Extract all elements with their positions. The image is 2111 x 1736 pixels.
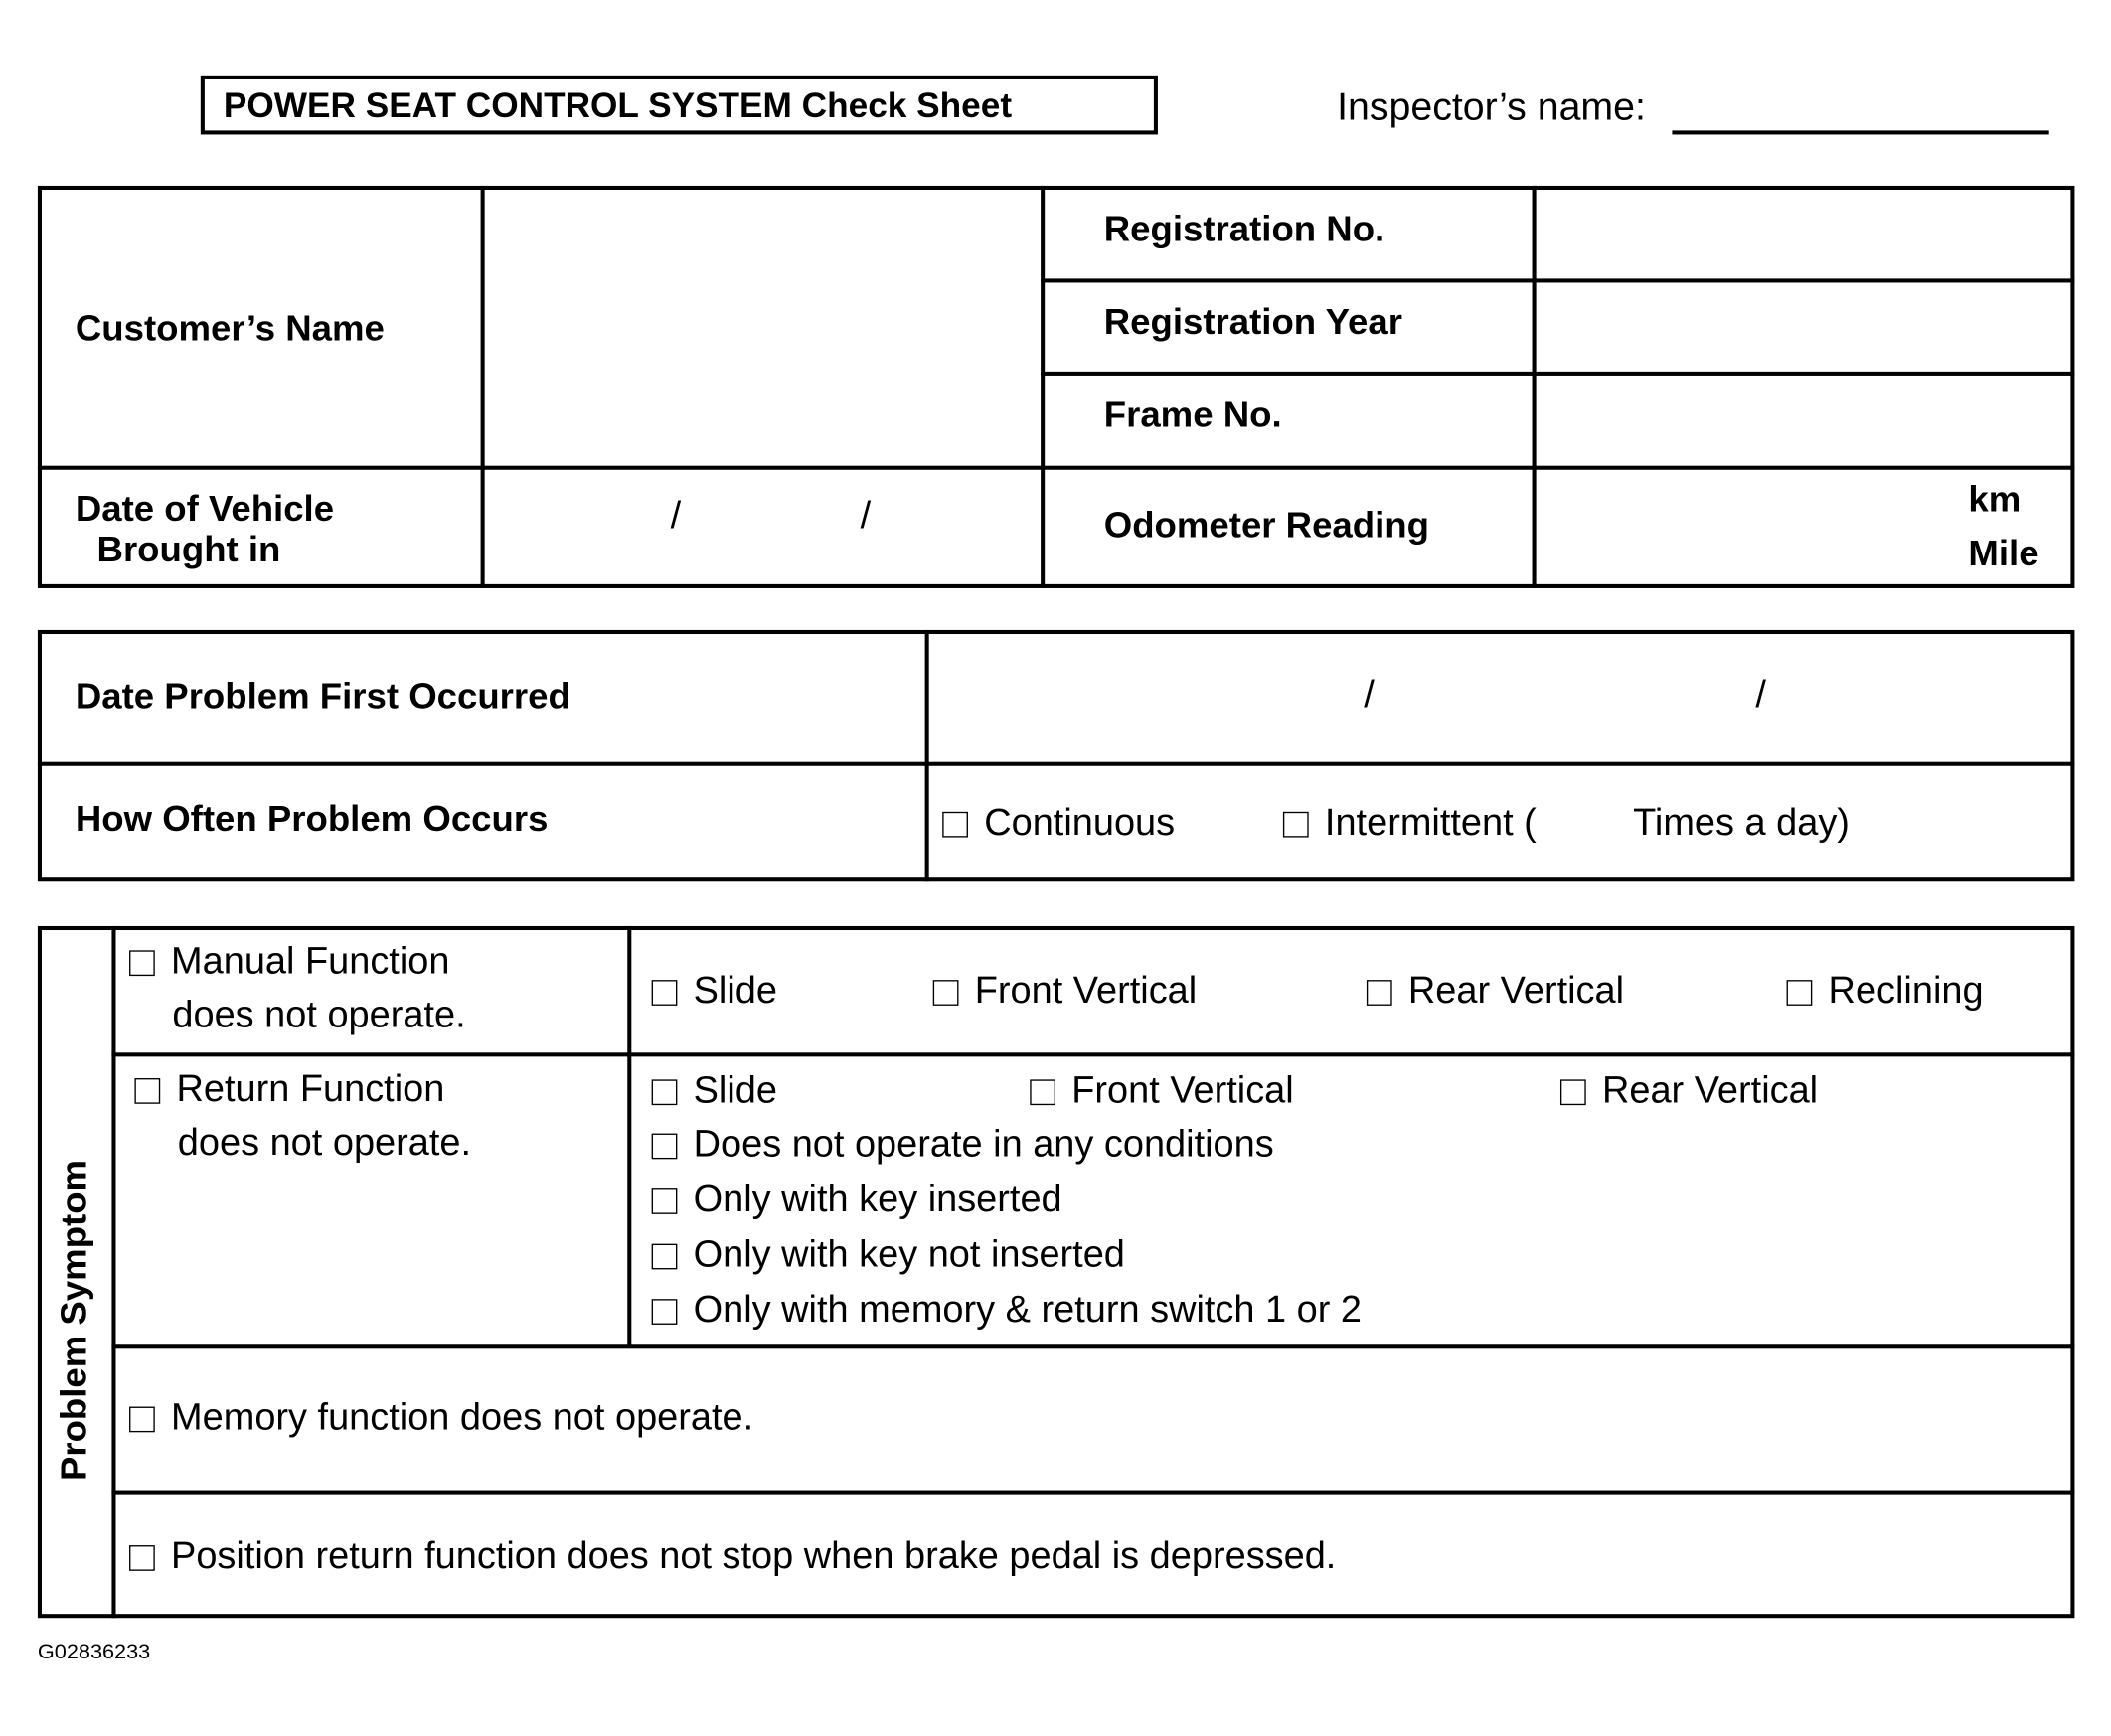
customer-name-field[interactable] bbox=[487, 193, 1037, 462]
date-separator: / bbox=[670, 494, 682, 537]
option-label: Rear Vertical bbox=[1601, 1068, 1819, 1111]
problem-symptom-table bbox=[37, 925, 2075, 1619]
option-label: Memory function does not operate. bbox=[171, 1395, 754, 1438]
date-first-label: Date Problem First Occurred bbox=[75, 676, 570, 716]
checkbox[interactable] bbox=[651, 1243, 678, 1270]
frame-no-field[interactable] bbox=[1539, 379, 2067, 462]
return-function-option[interactable]: Return Function bbox=[134, 1067, 444, 1110]
return-slide-option[interactable]: Slide bbox=[651, 1068, 777, 1112]
checkbox[interactable] bbox=[651, 1079, 678, 1106]
vehicle-info-table bbox=[37, 185, 2075, 588]
option-label: Only with memory & return switch 1 or 2 bbox=[693, 1288, 1363, 1331]
condition-key-inserted-option[interactable]: Only with key inserted bbox=[651, 1178, 1062, 1220]
option-label: Slide bbox=[693, 969, 777, 1012]
inspector-name-field[interactable] bbox=[1672, 130, 2049, 135]
problem-symptom-label: Problem Symptom bbox=[54, 1159, 94, 1482]
condition-key-not-inserted-option[interactable]: Only with key not inserted bbox=[651, 1232, 1125, 1276]
divider bbox=[1532, 185, 1537, 588]
option-label: Only with key not inserted bbox=[693, 1232, 1125, 1275]
option-label: Rear Vertical bbox=[1407, 969, 1625, 1012]
registration-year-field[interactable] bbox=[1539, 285, 2067, 369]
registration-year-label: Registration Year bbox=[1103, 301, 1402, 343]
problem-occurrence-table bbox=[37, 629, 2075, 882]
checkbox[interactable] bbox=[129, 1406, 155, 1433]
condition-memory-switch-option[interactable]: Only with memory & return switch 1 or 2 bbox=[651, 1288, 1363, 1331]
checkbox[interactable] bbox=[129, 950, 155, 977]
checkbox[interactable] bbox=[651, 1133, 678, 1160]
return-rear-vertical-option[interactable]: Rear Vertical bbox=[1559, 1068, 1819, 1112]
page-title: POWER SEAT CONTROL SYSTEM Check Sheet bbox=[200, 75, 1158, 135]
divider bbox=[111, 1052, 2075, 1057]
unit-km: km bbox=[1968, 479, 2022, 520]
manual-function-label-2: does not operate. bbox=[172, 993, 466, 1035]
return-front-vertical-option[interactable]: Front Vertical bbox=[1030, 1068, 1294, 1112]
option-label: Only with key inserted bbox=[693, 1178, 1062, 1220]
option-label: Position return function does not stop w… bbox=[171, 1534, 1337, 1577]
manual-front-vertical-option[interactable]: Front Vertical bbox=[932, 969, 1198, 1012]
customer-name-label: Customer’s Name bbox=[75, 308, 385, 349]
checkbox[interactable] bbox=[651, 1188, 678, 1214]
checkbox[interactable] bbox=[651, 980, 678, 1006]
option-label: Intermittent ( bbox=[1324, 800, 1537, 843]
checkbox[interactable] bbox=[651, 1299, 678, 1325]
divider bbox=[1041, 278, 2075, 283]
divider bbox=[111, 1490, 2075, 1495]
memory-function-option[interactable]: Memory function does not operate. bbox=[129, 1396, 753, 1439]
date-brought-label-1: Date of Vehicle bbox=[75, 488, 335, 530]
divider bbox=[111, 1344, 2075, 1349]
registration-no-label: Registration No. bbox=[1103, 208, 1385, 249]
option-label: Continuous bbox=[984, 800, 1176, 843]
condition-any-option[interactable]: Does not operate in any conditions bbox=[651, 1122, 1274, 1166]
checkbox[interactable] bbox=[1030, 1079, 1056, 1106]
times-a-day-label: Times a day) bbox=[1633, 800, 1850, 843]
unit-mile: Mile bbox=[1968, 533, 2039, 574]
divider bbox=[627, 925, 632, 1347]
option-label: Return Function bbox=[176, 1067, 445, 1110]
divider bbox=[924, 629, 929, 882]
figure-id: G02836233 bbox=[37, 1641, 151, 1664]
manual-rear-vertical-option[interactable]: Rear Vertical bbox=[1366, 969, 1625, 1012]
odometer-label: Odometer Reading bbox=[1103, 504, 1429, 546]
date-separator: / bbox=[860, 494, 872, 537]
date-separator: / bbox=[1364, 673, 1375, 715]
checkbox[interactable] bbox=[932, 980, 959, 1006]
intermittent-option[interactable]: Intermittent ( bbox=[1282, 800, 1537, 844]
manual-function-option[interactable]: Manual Function bbox=[129, 940, 449, 983]
option-label: Slide bbox=[693, 1068, 777, 1111]
how-often-label: How Often Problem Occurs bbox=[75, 798, 549, 839]
option-label: Front Vertical bbox=[974, 969, 1198, 1012]
checkbox[interactable] bbox=[1282, 811, 1309, 838]
continuous-option[interactable]: Continuous bbox=[942, 801, 1175, 844]
position-return-option[interactable]: Position return function does not stop w… bbox=[129, 1534, 1336, 1577]
divider bbox=[1041, 185, 1046, 588]
option-label: Reclining bbox=[1828, 969, 1984, 1012]
registration-no-field[interactable] bbox=[1539, 193, 2067, 276]
divider bbox=[480, 185, 485, 588]
divider bbox=[1041, 371, 2075, 376]
divider bbox=[37, 465, 2075, 470]
manual-slide-option[interactable]: Slide bbox=[651, 969, 777, 1012]
checkbox[interactable] bbox=[1366, 980, 1392, 1006]
option-label: Front Vertical bbox=[1071, 1068, 1294, 1111]
frame-no-label: Frame No. bbox=[1103, 394, 1282, 435]
checkbox[interactable] bbox=[1786, 980, 1813, 1006]
checkbox[interactable] bbox=[129, 1545, 155, 1571]
inspector-label: Inspector’s name: bbox=[1337, 85, 1646, 130]
manual-reclining-option[interactable]: Reclining bbox=[1786, 969, 1984, 1012]
checkbox[interactable] bbox=[134, 1078, 161, 1104]
date-separator: / bbox=[1755, 673, 1766, 715]
divider bbox=[37, 761, 2075, 766]
option-label: Manual Function bbox=[171, 939, 450, 982]
checkbox[interactable] bbox=[942, 811, 968, 838]
return-function-label-2: does not operate. bbox=[177, 1121, 472, 1164]
date-brought-label-2: Brought in bbox=[96, 529, 281, 569]
option-label: Does not operate in any conditions bbox=[693, 1122, 1274, 1165]
checkbox[interactable] bbox=[1559, 1079, 1586, 1106]
divider bbox=[111, 925, 116, 1619]
